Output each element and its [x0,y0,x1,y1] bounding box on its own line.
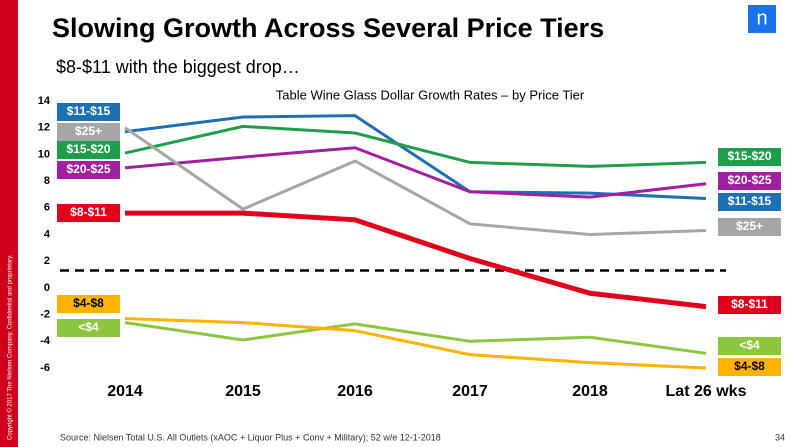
series-label-right: <$4 [739,338,760,352]
series-label-left: $15-$20 [66,142,110,156]
series-label-right: $11-$15 [728,194,772,208]
series-label-box [718,337,781,355]
x-tick-label: 2016 [337,383,373,400]
series-label-box [718,148,781,166]
y-tick-label: 10 [38,148,50,160]
y-tick-label: 6 [44,202,50,214]
series-line [124,321,707,355]
series-label-right: $4-$8 [734,359,765,373]
series-label-left: $11-$15 [67,104,111,118]
y-tick-label: 2 [44,255,50,267]
x-tick-label: 2014 [107,383,143,400]
series-line [124,317,707,370]
y-tick-label: 0 [44,282,50,294]
copyright: Copyright © 2017 The Nielsen Company. Co… [7,254,14,440]
logo [748,5,776,33]
series-label-right: $20-$25 [727,173,771,187]
series-label-box [718,172,781,190]
y-tick-label: 14 [38,95,51,107]
series-label-box [57,319,120,337]
series-label-left: $20-$25 [66,162,110,176]
series-label-right: $15-$20 [727,149,771,163]
logo-text: n [756,7,767,29]
series-label-box [718,193,781,211]
series-line [124,126,707,237]
subtitle: $8-$11 with the biggest drop… [56,57,300,77]
series-label-box [57,204,120,222]
chart-title: Table Wine Glass Dollar Growth Rates – b… [276,87,585,102]
series-label-box [718,358,781,376]
x-tick-label: Lat 26 wks [666,383,747,400]
series-label-right: $8-$11 [731,297,768,311]
source: Source: Nielsen Total U.S. All Outlets (… [60,432,441,442]
series-label-box [718,218,781,236]
y-tick-label: -6 [40,362,50,374]
series-label-left: $8-$11 [70,205,107,219]
series-label-box [57,123,120,141]
x-tick-label: 2018 [572,383,608,400]
x-tick-label: 2015 [225,383,261,400]
series-label-box [57,295,120,313]
side-strip [0,0,18,447]
y-tick-label: 12 [38,122,50,134]
series-label-left: <$4 [78,320,99,334]
y-tick-label: 8 [44,175,50,187]
series-line [124,124,707,168]
x-tick-label: 2017 [452,383,488,400]
series-label-box [57,161,120,179]
y-tick-label: -4 [40,335,51,347]
series-label-left: $25+ [75,124,102,138]
series-label-left: $4-$8 [73,296,104,310]
page-number: 34 [775,432,785,442]
series-label-box [57,141,120,159]
series-label-box [57,103,120,121]
series-line [124,146,707,199]
y-tick-label: -2 [40,309,50,321]
series-line [125,210,707,310]
series-label-box [718,296,781,314]
y-tick-label: 4 [44,228,51,240]
series-label-right: $25+ [736,219,763,233]
slide-title: Slowing Growth Across Several Price Tier… [52,13,604,43]
